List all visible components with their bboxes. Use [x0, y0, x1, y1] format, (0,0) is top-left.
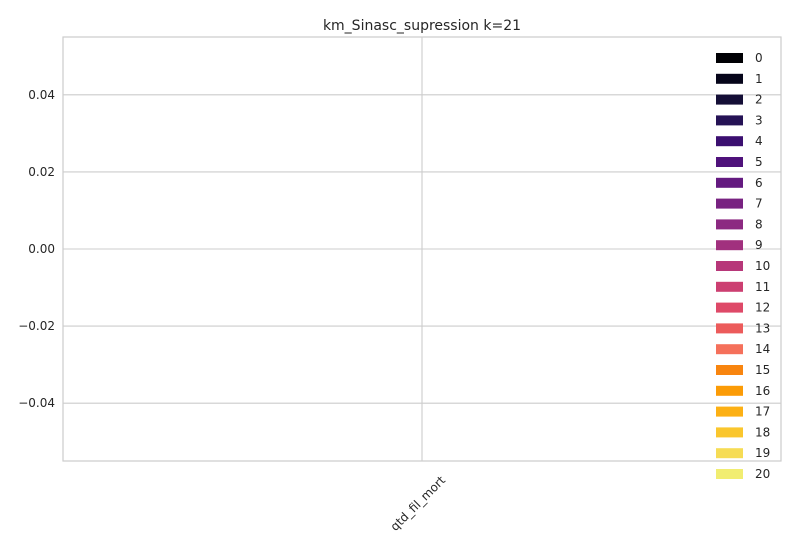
legend-swatch [716, 157, 743, 167]
legend-swatch [716, 281, 743, 292]
legend-label: 10 [755, 259, 770, 273]
legend-swatch [716, 73, 743, 84]
legend-label: 6 [755, 176, 763, 190]
chart-title: km_Sinasc_supression k=21 [323, 18, 521, 34]
legend-swatch [716, 344, 743, 355]
y-tick-label: 0.02 [28, 165, 55, 179]
legend-label: 12 [755, 301, 770, 315]
legend-label: 14 [755, 342, 770, 356]
legend-label: 20 [755, 467, 770, 481]
legend-label: 16 [755, 384, 770, 398]
legend-swatch [716, 53, 743, 63]
legend-label: 18 [755, 425, 770, 439]
legend-swatch [716, 406, 743, 417]
legend-swatch [716, 115, 743, 126]
legend-swatch [716, 448, 743, 459]
legend-swatch [716, 94, 743, 105]
legend-swatch [716, 198, 743, 209]
legend-label: 1 [755, 72, 763, 86]
legend-swatch [716, 261, 743, 271]
legend-swatch [716, 177, 743, 188]
legend-swatch [716, 365, 743, 375]
grid [63, 37, 781, 461]
legend-swatch [716, 219, 743, 230]
y-tick-label: −0.02 [18, 319, 55, 333]
legend-label: 3 [755, 113, 763, 127]
legend-label: 5 [755, 155, 763, 169]
legend-swatch [716, 427, 743, 438]
y-tick-label: −0.04 [18, 396, 55, 410]
legend-label: 13 [755, 321, 770, 335]
legend-swatch [716, 385, 743, 396]
legend-label: 2 [755, 93, 763, 107]
legend-label: 0 [755, 51, 763, 65]
legend-label: 7 [755, 197, 763, 211]
y-tick-label: 0.04 [28, 88, 55, 102]
legend-swatch [716, 302, 743, 313]
legend-label: 17 [755, 405, 770, 419]
legend-label: 4 [755, 134, 763, 148]
legend-label: 19 [755, 446, 770, 460]
legend-label: 11 [755, 280, 770, 294]
y-axis: 0.04 0.02 0.00 −0.02 −0.04 [18, 88, 55, 410]
legend-label: 15 [755, 363, 770, 377]
legend-swatch [716, 323, 743, 334]
y-tick-label: 0.00 [28, 242, 55, 256]
legend-label: 9 [755, 238, 763, 252]
x-axis: qtd_fil_mort [388, 473, 449, 534]
legend-swatch [716, 136, 743, 147]
plot-frame [62, 36, 782, 462]
legend-swatch [716, 469, 743, 479]
legend-label: 8 [755, 217, 763, 231]
x-tick-label: qtd_fil_mort [388, 473, 449, 534]
legend-swatch [716, 240, 743, 251]
